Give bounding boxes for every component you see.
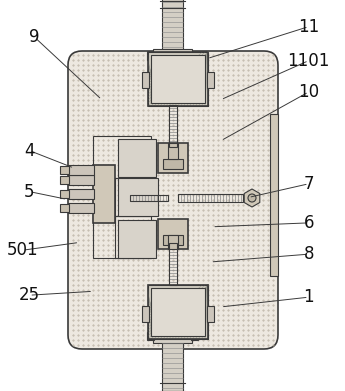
Bar [148, 52, 208, 106]
Bar [158, 143, 188, 173]
Bar [169, 243, 177, 285]
Circle shape [248, 194, 256, 202]
Text: 6: 6 [304, 214, 314, 232]
Bar [169, 105, 177, 147]
Bar [270, 114, 278, 276]
Bar [191, 52, 198, 60]
Bar [68, 189, 94, 199]
Bar [93, 165, 115, 223]
Bar [93, 136, 151, 178]
Bar [162, 0, 183, 51]
FancyBboxPatch shape [68, 51, 278, 349]
Bar [148, 285, 208, 339]
Bar [191, 332, 198, 340]
Bar [153, 329, 192, 343]
Bar [60, 190, 69, 198]
Bar [147, 52, 154, 60]
Text: 1: 1 [304, 288, 314, 306]
Bar [68, 175, 94, 185]
Bar [151, 288, 205, 336]
Bar [148, 52, 208, 106]
Text: 4: 4 [24, 142, 34, 160]
Bar [158, 219, 188, 249]
Text: 9: 9 [29, 28, 40, 46]
Text: 1101: 1101 [288, 52, 330, 70]
Bar [60, 204, 69, 212]
Bar [118, 220, 156, 258]
Bar [68, 165, 94, 175]
Text: 501: 501 [7, 241, 38, 259]
Text: 7: 7 [304, 175, 314, 193]
Bar [142, 72, 149, 88]
Bar [163, 235, 183, 245]
Bar [60, 176, 69, 184]
Bar [68, 203, 94, 213]
Text: 5: 5 [24, 183, 34, 201]
Bar [118, 139, 156, 177]
Bar [168, 235, 178, 249]
Text: 11: 11 [298, 18, 319, 36]
Bar [147, 332, 154, 340]
Text: 10: 10 [298, 83, 319, 101]
Bar [93, 216, 151, 258]
Bar [151, 55, 205, 103]
Bar [168, 143, 178, 159]
Bar [207, 306, 214, 322]
Bar [162, 339, 183, 391]
Bar [163, 159, 183, 169]
Bar [207, 72, 214, 88]
Bar [153, 49, 192, 63]
Bar [178, 194, 243, 202]
Text: 25: 25 [19, 286, 40, 304]
Bar [118, 178, 158, 216]
Polygon shape [244, 189, 260, 207]
Bar [130, 195, 168, 201]
Bar [60, 166, 69, 174]
Bar [148, 285, 208, 339]
Text: 8: 8 [304, 245, 314, 263]
Bar [142, 306, 149, 322]
